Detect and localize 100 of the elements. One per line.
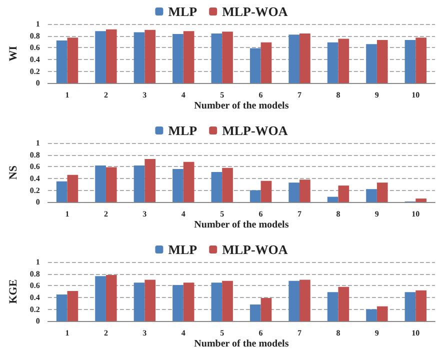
bar [106, 167, 117, 202]
legend-label: MLP [168, 123, 198, 138]
bar [144, 158, 156, 202]
x-tick-label: 4 [181, 90, 186, 100]
y-tick-label: 0.2 [30, 304, 40, 314]
bar [134, 32, 145, 84]
bar [404, 40, 416, 84]
x-tick-label: 8 [336, 328, 340, 338]
bar [416, 198, 426, 202]
y-tick-label: 0.2 [30, 186, 40, 195]
x-tick-label: 1 [65, 90, 70, 100]
x-tick-label: 10 [412, 90, 420, 100]
y-tick-label: 0 [36, 316, 40, 326]
y-tick-label: 0.2 [30, 66, 40, 76]
bar [95, 31, 106, 84]
bar [260, 298, 272, 322]
y-tick-label: 0.4 [30, 54, 40, 64]
bar [338, 286, 350, 322]
x-tick-label: 1 [65, 328, 70, 338]
bar [144, 30, 156, 84]
x-tick-label: 8 [336, 90, 340, 100]
bar [327, 42, 338, 84]
bar [134, 282, 145, 322]
x-tick-label: 6 [258, 90, 263, 100]
x-tick-label: 3 [142, 210, 147, 219]
legend-label: MLP-WOA [222, 123, 288, 138]
x-tick-label: 9 [374, 90, 379, 100]
y-tick-label: 0.6 [30, 281, 40, 290]
bar [183, 282, 194, 322]
bar [67, 290, 78, 322]
legend-label: MLP-WOA [222, 242, 288, 257]
bar [222, 32, 233, 84]
bar [288, 34, 300, 84]
y-tick-label: 0.8 [30, 150, 40, 160]
x-tick-label: 8 [336, 210, 340, 219]
bar [260, 42, 272, 84]
bar [211, 33, 222, 84]
y-tick-label: 0.4 [30, 174, 40, 183]
y-tick-label: 0 [36, 198, 40, 207]
bar [376, 306, 388, 322]
x-axis-title: Number of the models [194, 220, 289, 231]
bar [260, 180, 272, 202]
y-tick-label: 0 [36, 78, 40, 88]
y-tick-label: 0.4 [30, 292, 40, 302]
bar [376, 182, 388, 202]
bar [376, 40, 388, 84]
bar [134, 165, 145, 202]
bar [366, 189, 377, 202]
bar [416, 290, 426, 322]
x-tick-label: 7 [298, 210, 302, 219]
x-tick-label: 2 [104, 210, 108, 219]
x-tick-label: 9 [374, 328, 379, 338]
bar [183, 162, 194, 202]
y-tick-label: 1 [36, 138, 40, 148]
x-tick-label: 5 [220, 90, 224, 100]
bar [56, 40, 68, 84]
bar [300, 33, 310, 84]
y-tick-label: 1 [36, 20, 40, 28]
bar [56, 294, 68, 322]
bar [366, 44, 377, 84]
x-axis-title: Number of the models [194, 338, 289, 350]
bar [327, 292, 338, 322]
x-tick-label: 3 [142, 328, 147, 338]
y-tick-label: 0.6 [30, 43, 40, 52]
bar [172, 169, 184, 202]
bar [183, 31, 194, 84]
bar [250, 48, 261, 84]
x-tick-label: 7 [298, 90, 302, 100]
bar [106, 275, 117, 322]
bar [327, 196, 338, 202]
bar [300, 280, 310, 322]
bar [404, 292, 416, 322]
legend-label: MLP-WOA [222, 4, 288, 19]
bar [95, 276, 106, 322]
bar [288, 182, 300, 202]
legend-label: MLP [168, 4, 198, 19]
x-tick-label: 2 [104, 90, 108, 100]
bar [67, 38, 78, 84]
x-tick-label: 4 [181, 210, 186, 219]
x-tick-label: 10 [412, 210, 420, 219]
y-axis-title: WI [8, 46, 20, 62]
x-tick-label: 5 [220, 210, 224, 219]
bar [300, 180, 310, 202]
bar [211, 282, 222, 322]
x-tick-label: 6 [258, 328, 263, 338]
x-tick-label: 9 [374, 210, 379, 219]
x-tick-label: 7 [298, 328, 302, 338]
bar [67, 174, 78, 202]
bar [222, 280, 233, 322]
x-tick-label: 4 [181, 328, 186, 338]
bar [416, 38, 426, 84]
y-axis-title: NS [8, 166, 20, 180]
y-axis-title: KGE [8, 279, 20, 304]
bar [172, 34, 184, 84]
bar [222, 168, 233, 202]
x-tick-label: 6 [258, 210, 263, 219]
bar [95, 165, 106, 202]
x-tick-label: 1 [65, 210, 70, 219]
x-tick-label: 3 [142, 90, 147, 100]
y-tick-label: 0.6 [30, 162, 40, 172]
